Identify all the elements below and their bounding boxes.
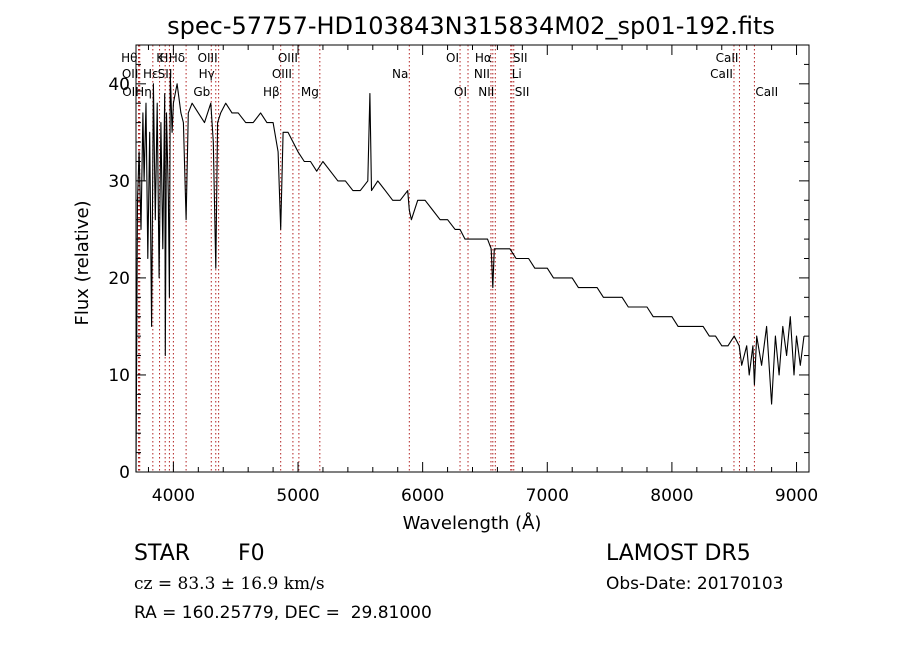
line-marker-label: OIII bbox=[272, 67, 292, 81]
line-marker-label: Hβ bbox=[263, 85, 280, 99]
x-tick-label: 6000 bbox=[401, 486, 444, 506]
y-axis-label: Flux (relative) bbox=[72, 200, 93, 325]
object-subclass: F0 bbox=[238, 541, 265, 566]
line-marker-label: Hη bbox=[135, 85, 152, 99]
sky-coordinates: RA = 160.25779, DEC = 29.81000 bbox=[134, 603, 432, 623]
line-marker-label: CaII bbox=[716, 51, 739, 65]
line-marker-label: SII bbox=[515, 85, 530, 99]
y-tick-label: 10 bbox=[108, 366, 130, 386]
line-marker-label: NII bbox=[478, 85, 494, 99]
observation-date: Obs-Date: 20170103 bbox=[606, 574, 784, 594]
y-axis-ticks: 0 10 20 30 40 bbox=[108, 44, 809, 483]
y-tick-label: 0 bbox=[119, 463, 130, 483]
line-marker-label: Hγ bbox=[199, 67, 215, 81]
line-marker-label: OII bbox=[122, 85, 139, 99]
x-tick-label: 4000 bbox=[152, 486, 195, 506]
line-marker-label: SII bbox=[513, 51, 528, 65]
line-marker-label: Gb bbox=[193, 85, 210, 99]
line-markers bbox=[137, 45, 755, 472]
line-marker-label: Hα bbox=[475, 51, 492, 65]
line-marker-label: Hδ bbox=[169, 51, 185, 65]
line-marker-label: CaII bbox=[710, 67, 733, 81]
line-marker-label: H bbox=[159, 51, 168, 65]
line-marker-label: K bbox=[156, 51, 165, 65]
line-marker-label: Na bbox=[392, 67, 408, 81]
y-tick-label: 30 bbox=[108, 172, 130, 192]
spectrum-line bbox=[135, 73, 805, 473]
line-marker-label: Hθ bbox=[121, 51, 137, 65]
line-marker-label: CaII bbox=[755, 85, 778, 99]
y-tick-label: 40 bbox=[108, 75, 130, 95]
plot-frame bbox=[135, 44, 810, 473]
redshift-velocity: cz = 83.3 ± 16.9 km/s bbox=[134, 574, 325, 594]
line-marker-label: Hε bbox=[143, 67, 159, 81]
line-marker-label: SII bbox=[158, 67, 173, 81]
x-tick-label: 9000 bbox=[775, 486, 818, 506]
y-tick-label: 20 bbox=[108, 269, 130, 289]
x-tick-label: 5000 bbox=[276, 486, 319, 506]
line-marker-label: OI bbox=[454, 85, 467, 99]
object-class: STAR bbox=[134, 541, 191, 566]
x-tick-label: 7000 bbox=[526, 486, 569, 506]
x-axis-ticks: 4000 5000 6000 7000 8000 9000 bbox=[147, 45, 818, 506]
line-marker-labels: HθOIIOIIHηHεKHSIIHδGbHγOIIIHβOIIIOIIIMgN… bbox=[121, 51, 778, 99]
survey-name: LAMOST DR5 bbox=[606, 541, 751, 566]
chart-title: spec-57757-HD103843N315834M02_sp01-192.f… bbox=[167, 12, 775, 40]
line-marker-label: OIII bbox=[198, 51, 218, 65]
line-marker-label: OI bbox=[446, 51, 459, 65]
line-marker-label: Li bbox=[512, 67, 522, 81]
line-marker-label: OII bbox=[122, 67, 139, 81]
line-marker-label: OIII bbox=[278, 51, 298, 65]
line-marker-label: Mg bbox=[301, 85, 319, 99]
line-marker-label: NII bbox=[474, 67, 490, 81]
x-tick-label: 8000 bbox=[650, 486, 693, 506]
x-axis-label: Wavelength (Å) bbox=[403, 512, 542, 534]
